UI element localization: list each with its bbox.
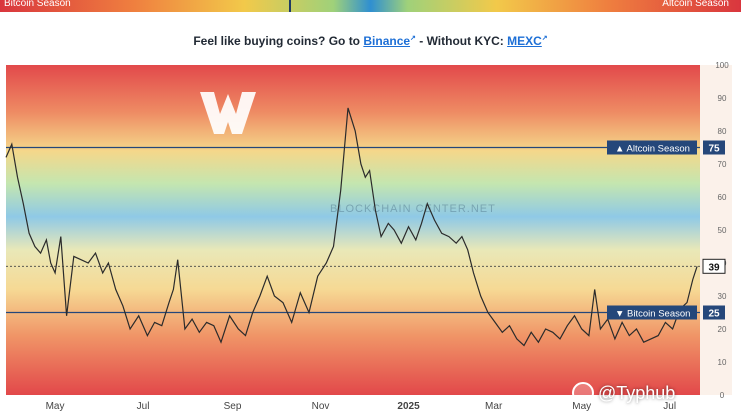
camera-icon — [572, 382, 594, 404]
binance-external-icon: ↗ — [410, 35, 416, 42]
binance-link[interactable]: Binance — [363, 34, 411, 48]
threshold-tag-label: ▲ Altcoin Season — [615, 144, 690, 155]
current-value-box — [702, 258, 726, 274]
y-tick-label: 80 — [718, 127, 727, 136]
typhub-watermark: @Typhub — [572, 378, 675, 408]
logo-w-shape — [200, 92, 256, 134]
y-tick-label: 90 — [718, 94, 727, 103]
x-axis-ticks: May Jul Sep Nov 2025 Mar May Jul — [46, 401, 676, 412]
threshold-value-label: 25 — [708, 309, 720, 320]
current-value-label: 39 — [708, 262, 720, 273]
blockchain-center-logo — [200, 92, 256, 134]
threshold-tag-label: ▼ Bitcoin Season — [615, 309, 690, 320]
y-tick-label: 50 — [718, 226, 727, 235]
threshold-value-box — [703, 140, 725, 155]
bitcoin-season-label: Bitcoin Season — [4, 0, 71, 9]
watermark-text: @Typhub — [598, 382, 676, 403]
x-tick-label: 2025 — [397, 401, 420, 412]
x-tick-label: Jul — [137, 401, 150, 412]
threshold-lines — [6, 146, 700, 314]
y-tick-label: 10 — [718, 358, 727, 367]
threshold-value-label: 75 — [708, 144, 720, 155]
chart-svg: BLOCKCHAIN CENTER.NET 010203040506070809… — [5, 61, 732, 418]
right-axis-background — [700, 65, 732, 395]
altcoin-season-chart: BLOCKCHAIN CENTER.NET 010203040506070809… — [0, 60, 741, 418]
y-tick-label: 30 — [718, 292, 727, 301]
promo-prefix: Feel like buying coins? Go to — [193, 34, 364, 48]
y-tick-label: 100 — [715, 61, 729, 70]
logo-text: BLOCKCHAIN CENTER.NET — [330, 203, 496, 215]
threshold-tag-box — [607, 140, 697, 155]
y-tick-label: 70 — [718, 160, 727, 169]
promo-banner: Feel like buying coins? Go to Binance↗ -… — [0, 34, 741, 48]
x-tick-label: Sep — [224, 401, 242, 412]
x-tick-label: Jul — [663, 401, 676, 412]
x-tick-label: May — [46, 401, 65, 412]
mexc-link[interactable]: MEXC — [507, 34, 542, 48]
mexc-external-icon: ↗ — [541, 35, 548, 42]
altcoin-index-line — [5, 107, 698, 347]
threshold-tag-box — [607, 305, 697, 320]
plot-background — [6, 65, 700, 395]
season-gradient-bar: Bitcoin Season Altcoin Season — [0, 0, 741, 12]
x-tick-label: Mar — [485, 401, 503, 412]
y-tick-label: 0 — [720, 391, 725, 400]
y-tick-label: 20 — [718, 325, 727, 334]
promo-middle: - Without KYC: — [415, 34, 508, 48]
season-marker — [289, 0, 291, 12]
y-tick-label: 60 — [718, 193, 727, 202]
x-tick-label: Nov — [312, 401, 330, 412]
altcoin-season-label: Altcoin Season — [662, 0, 729, 9]
x-tick-label: May — [572, 401, 591, 412]
threshold-value-box — [703, 305, 725, 320]
threshold-tags: ▲ Altcoin Season 75 ▼ Bitcoin Season 25 39 — [607, 140, 726, 320]
bottom-axis-background — [6, 395, 732, 418]
